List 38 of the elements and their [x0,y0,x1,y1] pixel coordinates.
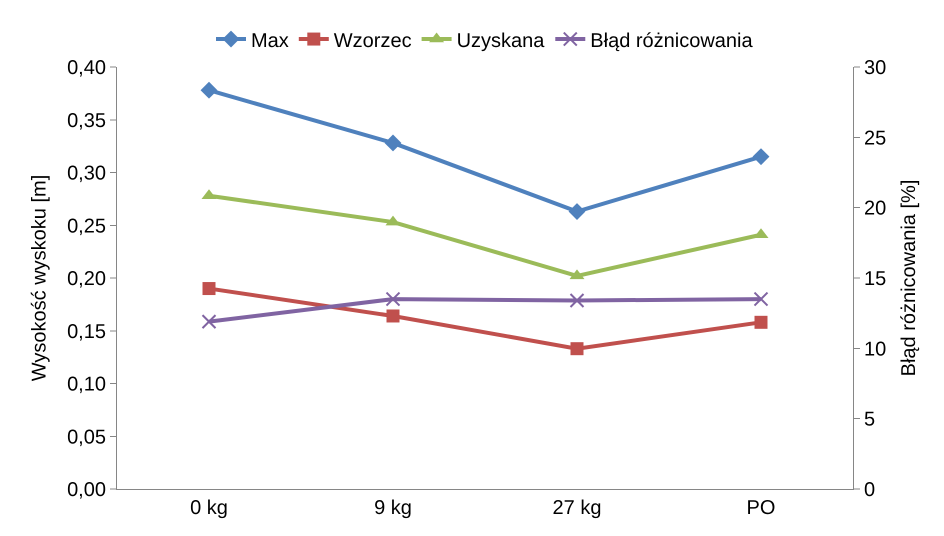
y2-tick-label: 20 [864,198,886,220]
legend-label: Max [251,30,289,52]
point [200,82,218,99]
y-tick-label: 0,00 [67,479,106,501]
y-tick-label: 0,25 [67,215,106,238]
point [570,293,584,308]
y-tick-label: 0,15 [67,320,106,343]
y2-axis-title: Błąd różnicowania [%] [898,180,920,376]
y2-tick-label: 15 [864,268,886,290]
point [754,316,768,329]
y-tick-label: 0,40 [67,57,106,79]
x-tick-label: 27 kg [552,497,602,519]
y-axis-title: Wysokość wyskoku [m] [28,174,51,382]
legend-label: Błąd różnicowania [590,30,754,52]
y-tick-label: 0,20 [67,268,106,290]
point [202,282,216,296]
y2-tick-label: 10 [864,338,886,360]
y-tick-label: 0,05 [67,426,106,448]
y2-tick-label: 25 [864,127,886,150]
point [386,292,400,307]
x-tick-label: 0 kg [190,497,228,519]
x-tick-label: 9 kg [374,497,412,519]
point [386,309,400,322]
y-tick-label: 0,35 [67,110,106,132]
point [384,134,402,152]
y2-tick-label: 30 [864,57,886,79]
point [202,314,216,330]
legend-label: Wzorzec [334,30,412,52]
x-tick-label: PO [746,497,776,519]
point [754,292,768,307]
legend-label: Uzyskana [456,30,546,52]
y2-tick-label: 5 [864,408,876,431]
y-tick-label: 0,30 [67,162,106,184]
point [568,203,586,220]
point [752,148,770,166]
point [570,342,584,356]
y-tick-label: 0,10 [67,374,106,396]
y2-tick-label: 0 [864,479,876,501]
